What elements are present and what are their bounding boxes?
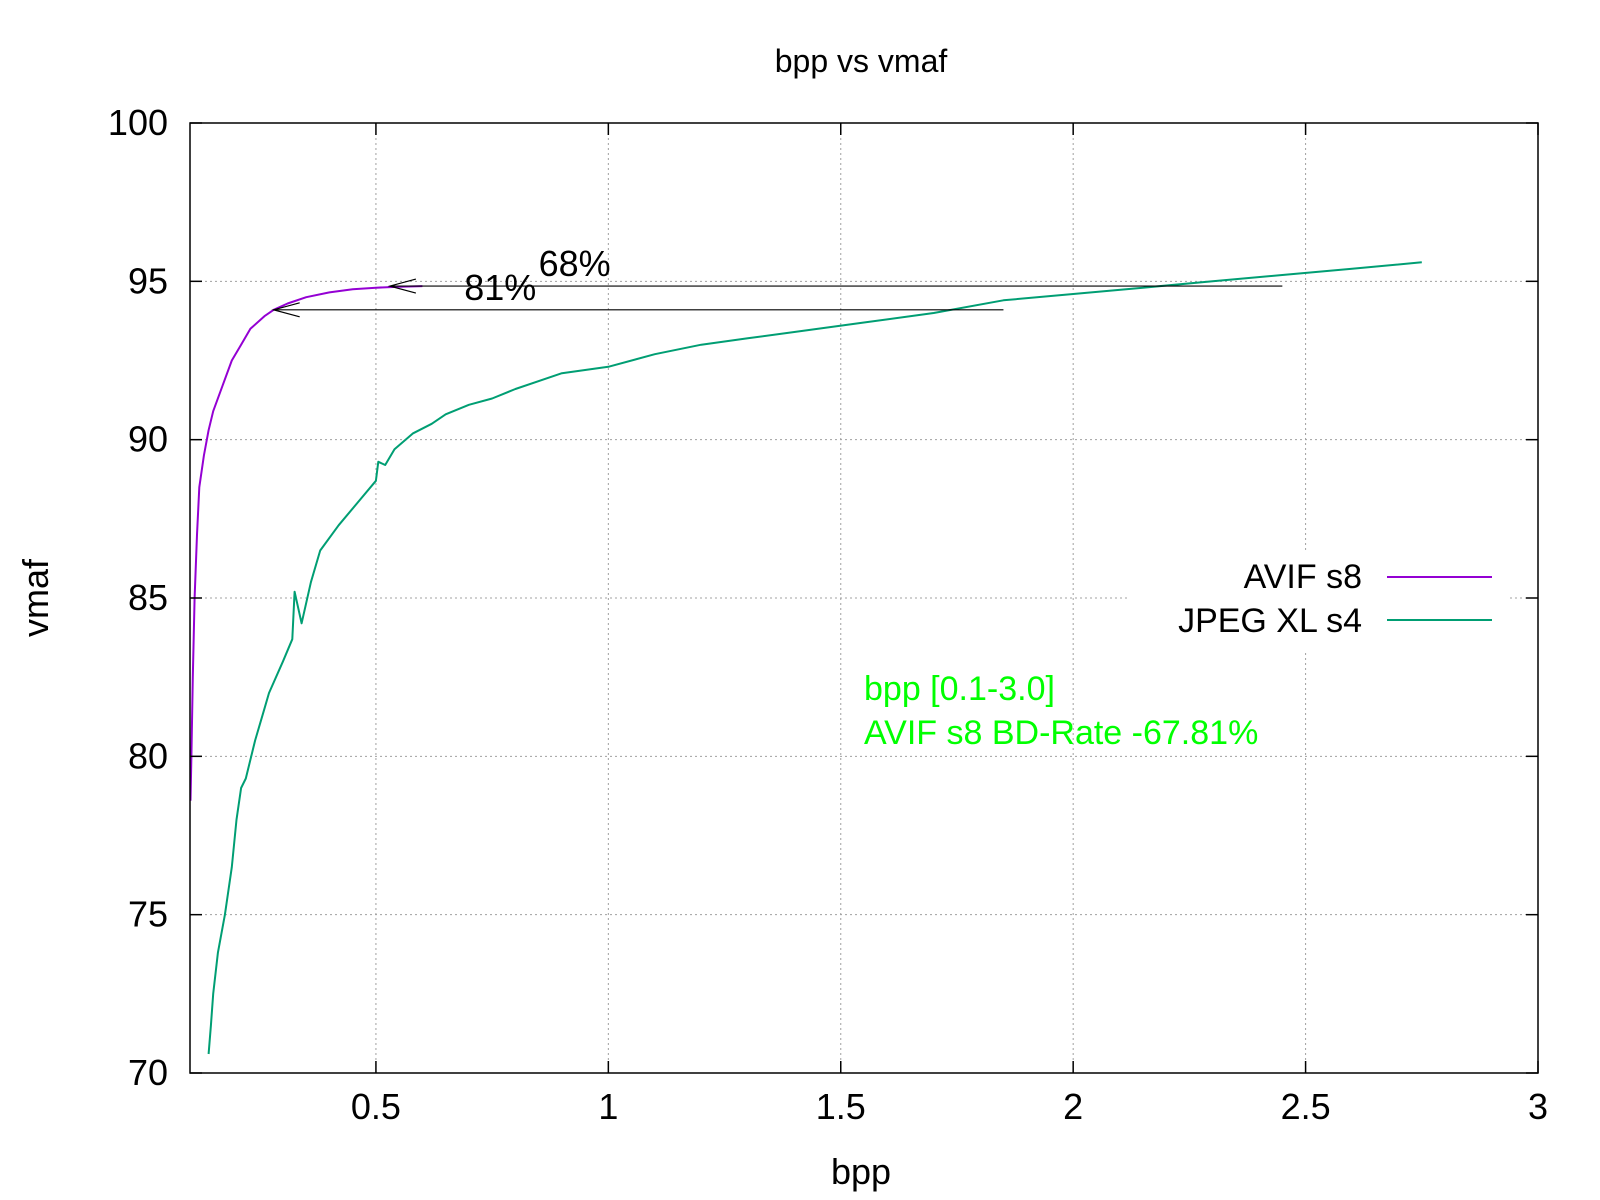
legend-label-jpegxl: JPEG XL s4 (1178, 602, 1362, 640)
y-tick-label: 85 (128, 577, 168, 618)
annotation-label: 68% (539, 243, 611, 284)
x-tick-label: 1 (598, 1086, 618, 1127)
y-tick-label: 80 (128, 735, 168, 776)
series-layer (191, 262, 1422, 1054)
legend: AVIF s8 JPEG XL s4 (1130, 550, 1510, 650)
x-axis-label: bpp (831, 1151, 891, 1192)
y-tick-label: 95 (128, 260, 168, 301)
chart-title: bpp vs vmaf (775, 43, 948, 79)
legend-label-avif: AVIF s8 (1244, 558, 1362, 596)
series-line-1 (209, 262, 1422, 1054)
x-tick-label: 1.5 (816, 1086, 866, 1127)
bpp-range-note: bpp [0.1-3.0] (864, 670, 1055, 708)
annotation-label: 81% (464, 267, 536, 308)
x-tick-label: 3 (1528, 1086, 1548, 1127)
y-axis-label: vmaf (15, 558, 56, 637)
x-tick-label: 2.5 (1281, 1086, 1331, 1127)
annotation-layer: 68%81% (274, 243, 1283, 317)
y-tick-label: 70 (128, 1052, 168, 1093)
y-tick-label: 75 (128, 894, 168, 935)
y-tick-label: 90 (128, 419, 168, 460)
y-tick-label: 100 (108, 102, 168, 143)
bd-rate-note: AVIF s8 BD-Rate -67.81% (864, 714, 1258, 752)
x-tick-label: 2 (1063, 1086, 1083, 1127)
series-line-0 (191, 286, 423, 801)
x-tick-label: 0.5 (351, 1086, 401, 1127)
